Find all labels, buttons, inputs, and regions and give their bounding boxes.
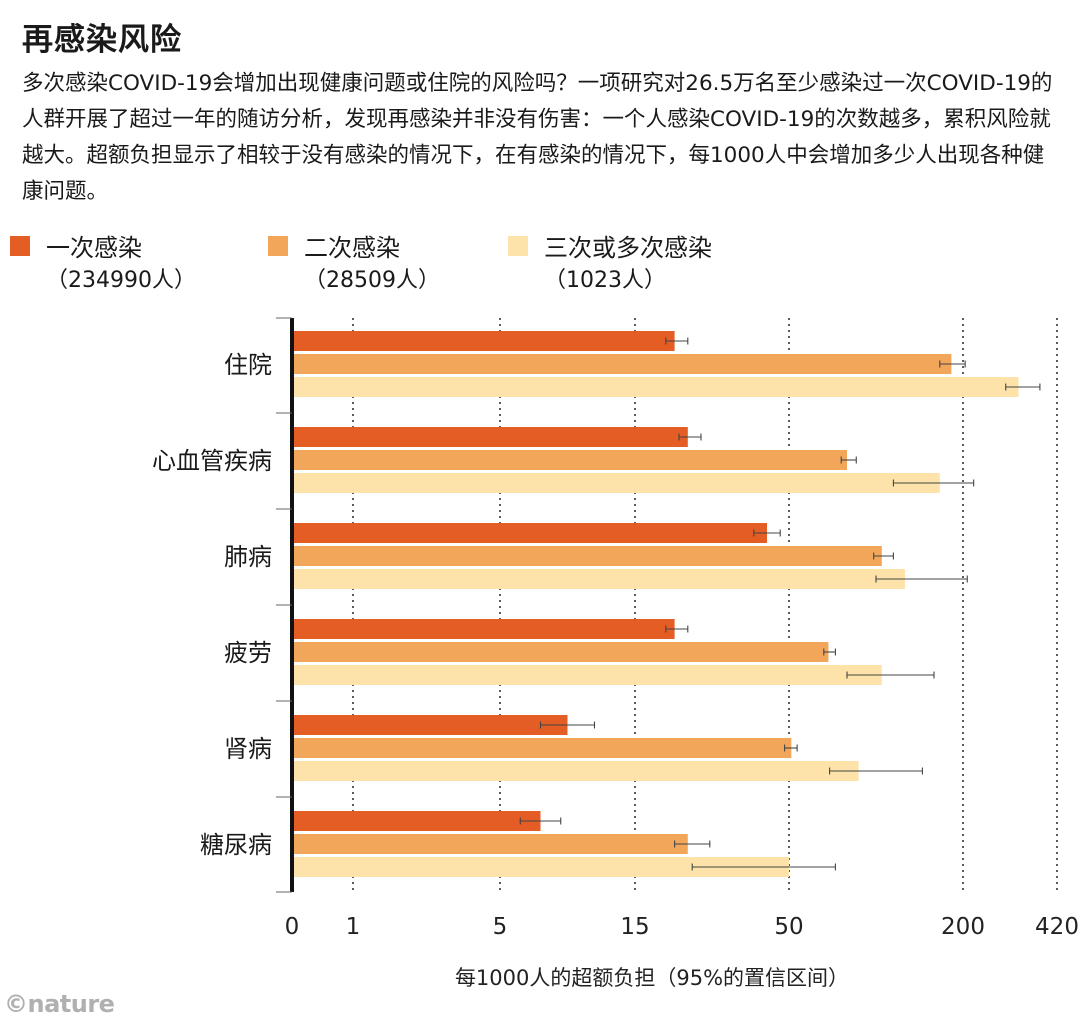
bar bbox=[292, 569, 905, 589]
legend-count-3: （1023人） bbox=[544, 268, 666, 293]
legend-swatch-2 bbox=[268, 236, 288, 256]
legend-swatch-1 bbox=[10, 236, 30, 256]
bar bbox=[292, 473, 940, 493]
x-tick-label: 420 bbox=[1035, 914, 1079, 940]
x-tick-label: 200 bbox=[941, 914, 985, 940]
bar bbox=[292, 715, 568, 735]
chart-subtitle: 多次感染COVID-19会增加出现健康问题或住院的风险吗？一项研究对26.5万名… bbox=[22, 71, 1053, 204]
bar bbox=[292, 546, 882, 566]
category-label: 心血管疾病 bbox=[152, 447, 272, 475]
x-axis-label: 每1000人的超额负担（95%的置信区间） bbox=[455, 966, 849, 990]
bar bbox=[292, 331, 675, 351]
bar bbox=[292, 642, 829, 662]
category-label: 糖尿病 bbox=[200, 831, 272, 859]
legend-count-1: （234990人） bbox=[46, 268, 196, 293]
bar bbox=[292, 427, 688, 447]
bar bbox=[292, 523, 767, 543]
bar bbox=[292, 811, 541, 831]
legend-label-2: 二次感染 bbox=[304, 234, 400, 262]
bar bbox=[292, 761, 859, 781]
legend-count-2: （28509人） bbox=[304, 268, 440, 293]
legend: 一次感染 （234990人） 二次感染 （28509人） 三次或多次感染 （10… bbox=[0, 228, 1080, 298]
x-tick-label: 15 bbox=[620, 914, 649, 940]
bar bbox=[292, 738, 792, 758]
legend-swatch-3 bbox=[508, 236, 528, 256]
chart-title: 再感染风险 bbox=[22, 22, 182, 58]
x-tick-label: 1 bbox=[346, 914, 361, 940]
nature-credit: ©nature bbox=[4, 990, 115, 1018]
legend-label-3: 三次或多次感染 bbox=[544, 234, 712, 262]
category-label: 住院 bbox=[224, 351, 272, 379]
bar bbox=[292, 450, 847, 470]
x-tick-label: 5 bbox=[493, 914, 508, 940]
bar bbox=[292, 377, 1019, 397]
x-tick-label: 50 bbox=[774, 914, 803, 940]
x-tick-label: 0 bbox=[285, 914, 300, 940]
category-label: 肺病 bbox=[224, 543, 272, 571]
bar bbox=[292, 857, 789, 877]
legend-label-1: 一次感染 bbox=[46, 234, 142, 262]
bar bbox=[292, 834, 688, 854]
bar bbox=[292, 354, 952, 374]
category-label: 肾病 bbox=[224, 735, 272, 763]
bar bbox=[292, 665, 882, 685]
category-label: 疲劳 bbox=[224, 639, 272, 667]
bar bbox=[292, 619, 675, 639]
